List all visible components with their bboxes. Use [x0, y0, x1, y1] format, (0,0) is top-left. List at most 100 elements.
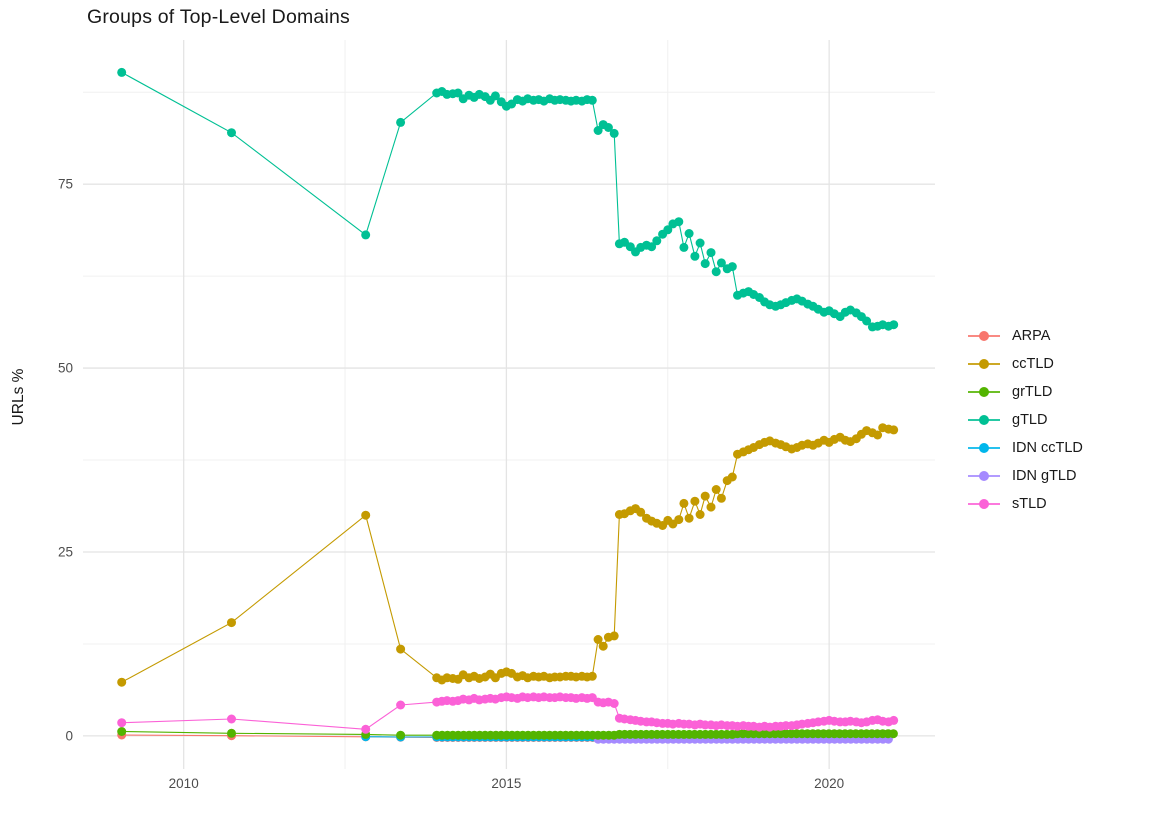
data-point [690, 496, 700, 506]
legend-label: IDN ccTLD [1012, 440, 1083, 456]
data-point [609, 128, 619, 138]
legend-item-arpa: ARPA [968, 322, 1083, 350]
data-point [711, 485, 721, 494]
data-point [647, 242, 657, 252]
data-point [727, 262, 737, 272]
data-point [227, 128, 236, 138]
legend-key-icon [968, 355, 1000, 373]
data-point [396, 117, 406, 127]
y-tick-label: 50 [57, 360, 73, 376]
legend-item-idn-gtld: IDN gTLD [968, 462, 1083, 490]
data-point [453, 88, 463, 98]
data-point [396, 730, 406, 740]
legend-key-icon [968, 495, 1000, 513]
data-point [636, 507, 646, 517]
data-point [684, 513, 694, 523]
legend-label: grTLD [1012, 384, 1053, 400]
legend-dot-icon [979, 387, 989, 397]
legend-dot-icon [979, 359, 989, 369]
data-point [679, 242, 689, 252]
data-point [396, 644, 406, 654]
data-point [706, 502, 716, 512]
data-point [361, 510, 371, 520]
legend-label: IDN gTLD [1012, 468, 1077, 484]
y-tick-label: 0 [65, 728, 73, 744]
data-point [593, 126, 603, 135]
legend-item-grtld: grTLD [968, 378, 1083, 406]
x-tick-label: 2010 [168, 776, 199, 791]
legend-key-icon [968, 383, 1000, 401]
data-point [674, 515, 684, 525]
data-point [873, 430, 883, 440]
series-stld [117, 692, 899, 734]
x-tick-label: 2020 [814, 776, 845, 791]
data-point [684, 229, 694, 238]
legend-dot-icon [979, 331, 989, 341]
legend-key-icon [968, 327, 1000, 345]
data-point [117, 727, 127, 736]
data-point [490, 91, 500, 101]
data-point [889, 715, 899, 725]
legend-label: sTLD [1012, 496, 1047, 512]
data-point [695, 238, 705, 248]
data-point [716, 493, 726, 503]
legend-item-idn-cctld: IDN ccTLD [968, 434, 1083, 462]
data-point [593, 635, 603, 644]
data-point [652, 236, 662, 246]
legend-item-stld: sTLD [968, 490, 1083, 518]
data-point [889, 320, 899, 330]
x-tick-label: 2015 [491, 776, 522, 791]
data-point [587, 95, 597, 105]
chart-title: Groups of Top-Level Domains [87, 6, 351, 28]
legend-dot-icon [979, 443, 989, 453]
data-point [396, 700, 406, 710]
data-point [227, 728, 236, 738]
data-point [727, 472, 737, 482]
data-point [716, 258, 726, 268]
y-tick-label: 75 [57, 176, 73, 192]
legend-item-gtld: gTLD [968, 406, 1083, 434]
legend-dot-icon [979, 415, 989, 425]
data-point [690, 251, 700, 261]
data-point [700, 259, 710, 269]
data-point [603, 123, 613, 132]
data-point [609, 631, 619, 641]
data-point [706, 248, 716, 258]
data-point [695, 510, 705, 519]
legend: ARPA ccTLD grTLD gTLD IDN ccTLD IDN gTLD sTLD [968, 322, 1083, 518]
series-gtld [117, 67, 899, 332]
data-point [117, 677, 127, 687]
legend-dot-icon [979, 471, 989, 481]
data-point [361, 724, 371, 734]
series-line [121, 71, 894, 328]
legend-item-cctld: ccTLD [968, 350, 1083, 378]
legend-label: ARPA [1012, 328, 1051, 344]
data-point [598, 641, 608, 651]
data-point [587, 671, 597, 681]
y-tick-label: 25 [57, 544, 73, 560]
data-point [711, 267, 721, 277]
data-point [700, 491, 710, 501]
data-point [674, 217, 684, 227]
data-point [361, 230, 371, 240]
legend-label: gTLD [1012, 412, 1048, 428]
legend-key-icon [968, 439, 1000, 457]
series-grtld [117, 727, 898, 740]
data-point [663, 225, 673, 235]
data-point [227, 618, 236, 628]
data-point [889, 425, 899, 435]
legend-dot-icon [979, 499, 989, 509]
legend-key-icon [968, 411, 1000, 429]
data-point [862, 316, 872, 326]
data-point [117, 67, 127, 77]
data-point [679, 498, 689, 508]
major-gridlines [83, 40, 935, 769]
series-cctld [117, 423, 899, 687]
legend-key-icon [968, 467, 1000, 485]
data-point [609, 699, 619, 708]
data-point [888, 729, 898, 739]
legend-label: ccTLD [1012, 356, 1054, 372]
data-point [227, 714, 236, 724]
